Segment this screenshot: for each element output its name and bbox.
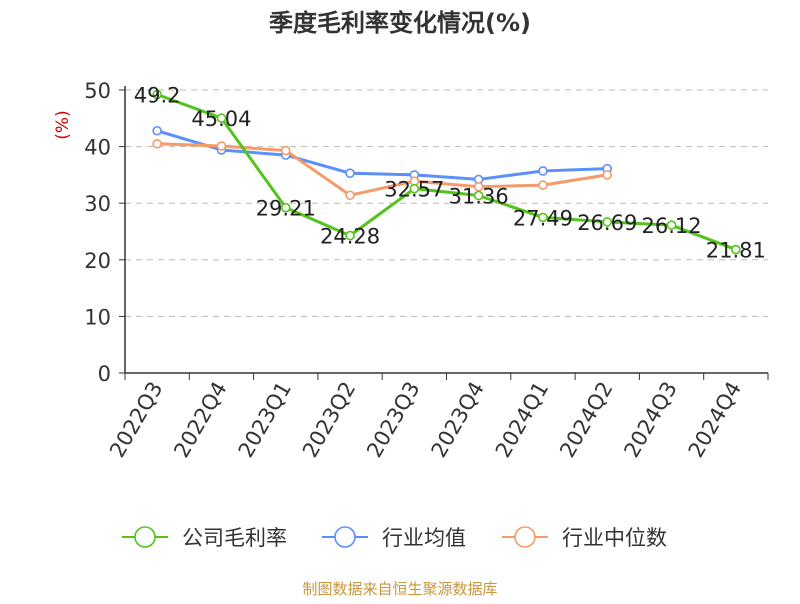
data-source-note: 制图数据来自恒生聚源数据库 [302, 580, 498, 598]
data-point [345, 190, 355, 201]
data-point [216, 141, 227, 151]
data-label: 31.36 [449, 185, 509, 209]
x-tick-label: 2024Q1 [491, 378, 553, 462]
legend-item: 行业均值 [322, 526, 466, 550]
data-point [152, 89, 162, 100]
x-tick-label: 2024Q3 [619, 378, 681, 462]
data-point [538, 166, 548, 176]
x-tick-label: 2022Q4 [169, 378, 231, 462]
data-label: 21.81 [706, 239, 766, 263]
data-label: 29.21 [256, 197, 316, 221]
y-tick-label: 20 [84, 249, 111, 273]
series-line [156, 129, 608, 181]
data-point [666, 220, 677, 230]
data-point [152, 125, 162, 136]
y-tick-label: 40 [84, 136, 111, 160]
series-line [157, 142, 608, 197]
data-point [731, 244, 741, 255]
data-label: 45.04 [191, 107, 251, 131]
data-label: 26.69 [577, 211, 637, 235]
x-tick-label: 2022Q3 [105, 378, 167, 462]
y-tick-label: 50 [84, 79, 111, 103]
y-tick-label: 30 [84, 192, 111, 216]
data-point [152, 138, 162, 149]
data-point [345, 230, 355, 241]
x-tick-label: 2023Q3 [362, 378, 424, 462]
data-point [473, 190, 484, 201]
chart-title: 季度毛利率变化情况(%) [269, 9, 531, 37]
legend-item: 行业中位数 [502, 526, 667, 550]
x-tick-label: 2024Q2 [555, 378, 617, 462]
data-point [538, 212, 548, 223]
legend-marker-icon [514, 526, 536, 548]
legend-marker-icon [334, 526, 356, 548]
data-label: 32.57 [384, 178, 444, 202]
data-label: 26.12 [641, 214, 701, 238]
y-axis-unit: (%) [53, 110, 73, 139]
x-tick-label: 2023Q1 [234, 378, 296, 462]
data-point [345, 168, 355, 179]
y-tick-label: 0 [98, 362, 111, 386]
legend-label: 公司毛利率 [182, 526, 287, 550]
x-tick-label: 2023Q4 [427, 378, 489, 462]
data-point [280, 202, 291, 213]
legend-marker-icon [134, 526, 156, 548]
data-point [216, 113, 227, 123]
data-point [409, 183, 420, 194]
data-point [602, 217, 613, 227]
data-point [538, 180, 548, 190]
x-tick-label: 2023Q2 [298, 378, 360, 462]
legend-label: 行业均值 [382, 526, 466, 550]
y-tick-label: 10 [84, 305, 111, 329]
data-label: 49.2 [134, 84, 181, 108]
legend-label: 行业中位数 [562, 526, 667, 550]
data-label: 27.49 [513, 206, 573, 230]
data-point [280, 145, 291, 156]
data-label: 24.28 [320, 225, 380, 249]
data-point [602, 170, 613, 180]
series-line [156, 93, 737, 251]
legend-item: 公司毛利率 [122, 526, 287, 550]
x-tick-label: 2024Q4 [684, 378, 746, 462]
